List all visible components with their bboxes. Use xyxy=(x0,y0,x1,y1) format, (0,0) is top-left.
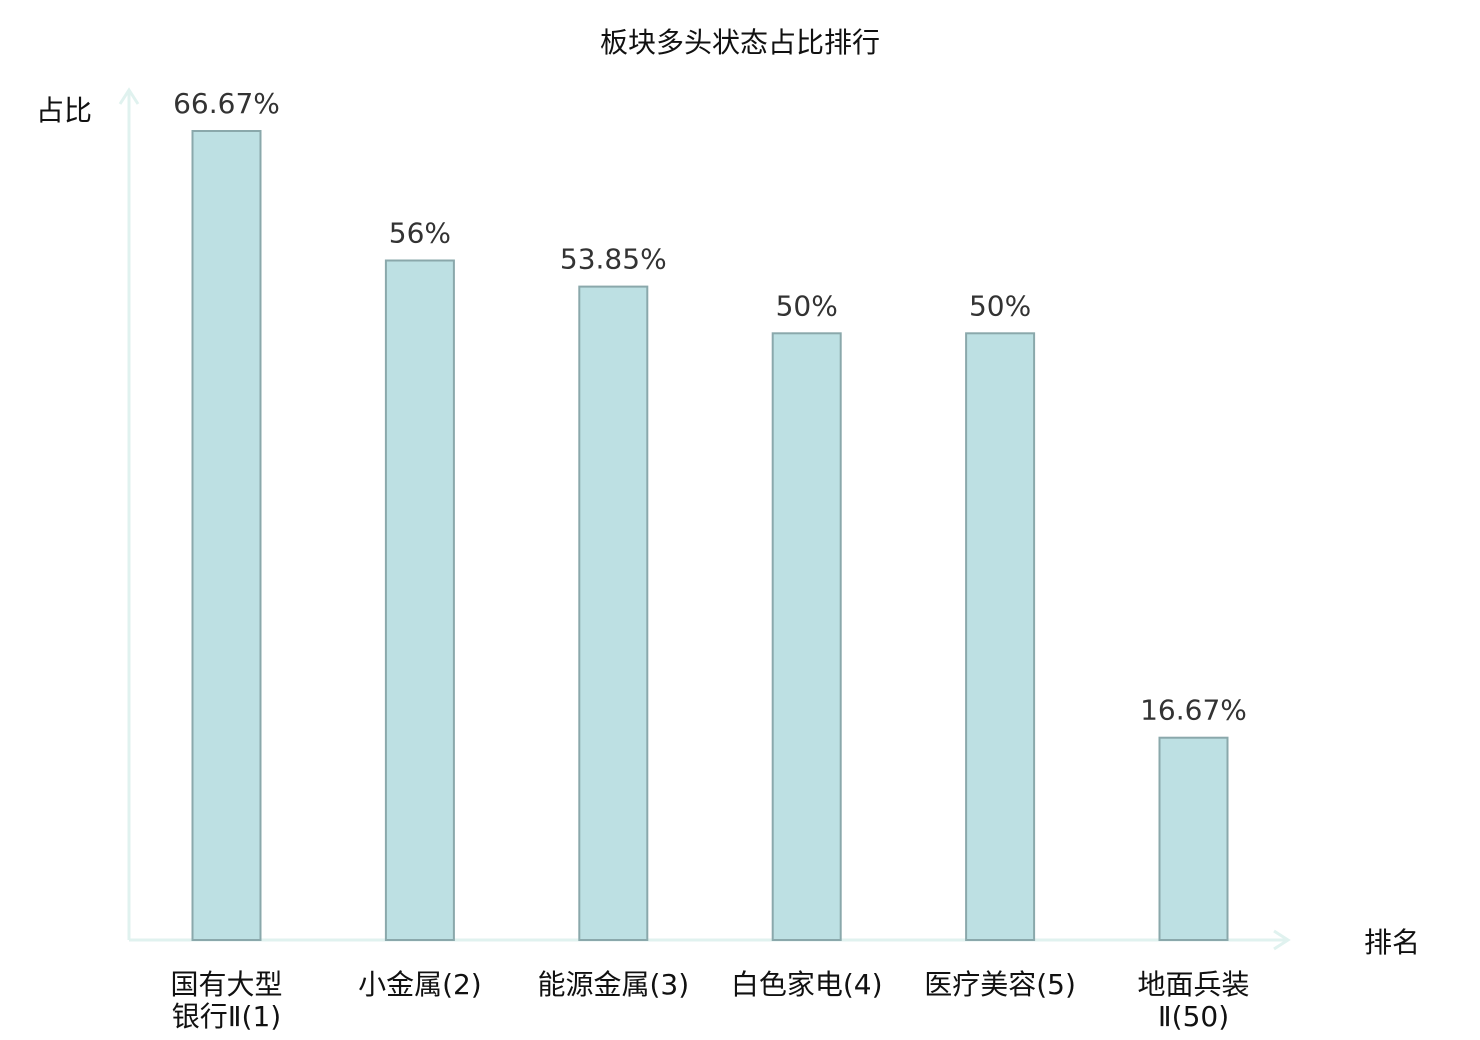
category-label-line: 白色家电(4) xyxy=(731,968,883,1001)
bar xyxy=(384,259,455,941)
category-label-line: 能源金属(3) xyxy=(537,968,689,1001)
bar-value-label: 66.67% xyxy=(173,87,280,120)
category-label: 白色家电(4) xyxy=(731,968,883,1001)
category-label: 地面兵装 Ⅱ(50) xyxy=(1137,968,1249,1033)
bar-group xyxy=(191,130,1229,942)
bar xyxy=(1158,736,1229,942)
category-label-group: 国有大型银行Ⅱ(1) 小金属(2) 能源金属(3) 白色家电(4) 医疗美容(5) 地面兵… xyxy=(170,968,1249,1033)
bar xyxy=(965,332,1036,941)
bar xyxy=(191,130,262,941)
bar-value-label: 50% xyxy=(969,289,1031,322)
x-axis-label: 排名 xyxy=(1364,926,1420,959)
category-label: 小金属(2) xyxy=(358,968,482,1001)
category-label-line: 地面兵装 xyxy=(1137,968,1249,1001)
bar-value-label: 53.85% xyxy=(560,243,667,276)
bar-value-label: 56% xyxy=(389,217,451,250)
chart-title: 板块多头状态占比排行 xyxy=(600,26,880,59)
category-label: 医疗美容(5) xyxy=(924,968,1076,1001)
category-label-line: 小金属(2) xyxy=(358,968,482,1001)
value-label-group: 66.67% 56% 53.85% 50% 50% 16.67% xyxy=(173,87,1247,727)
category-label: 能源金属(3) xyxy=(537,968,689,1001)
bar xyxy=(771,332,842,941)
category-label-line: 医疗美容(5) xyxy=(924,968,1076,1001)
x-axis-arrow xyxy=(1273,929,1291,951)
bar xyxy=(578,285,649,942)
category-label-line: 国有大型 xyxy=(170,968,282,1001)
y-axis-arrow xyxy=(118,87,140,105)
bar-value-label: 50% xyxy=(776,289,838,322)
y-axis-label: 占比 xyxy=(36,94,92,127)
category-label-line: Ⅱ(50) xyxy=(1158,1000,1229,1033)
category-label-line: 银行Ⅱ(1) xyxy=(172,1000,281,1033)
bar-value-label: 16.67% xyxy=(1140,694,1247,727)
category-label: 国有大型银行Ⅱ(1) xyxy=(170,968,282,1033)
